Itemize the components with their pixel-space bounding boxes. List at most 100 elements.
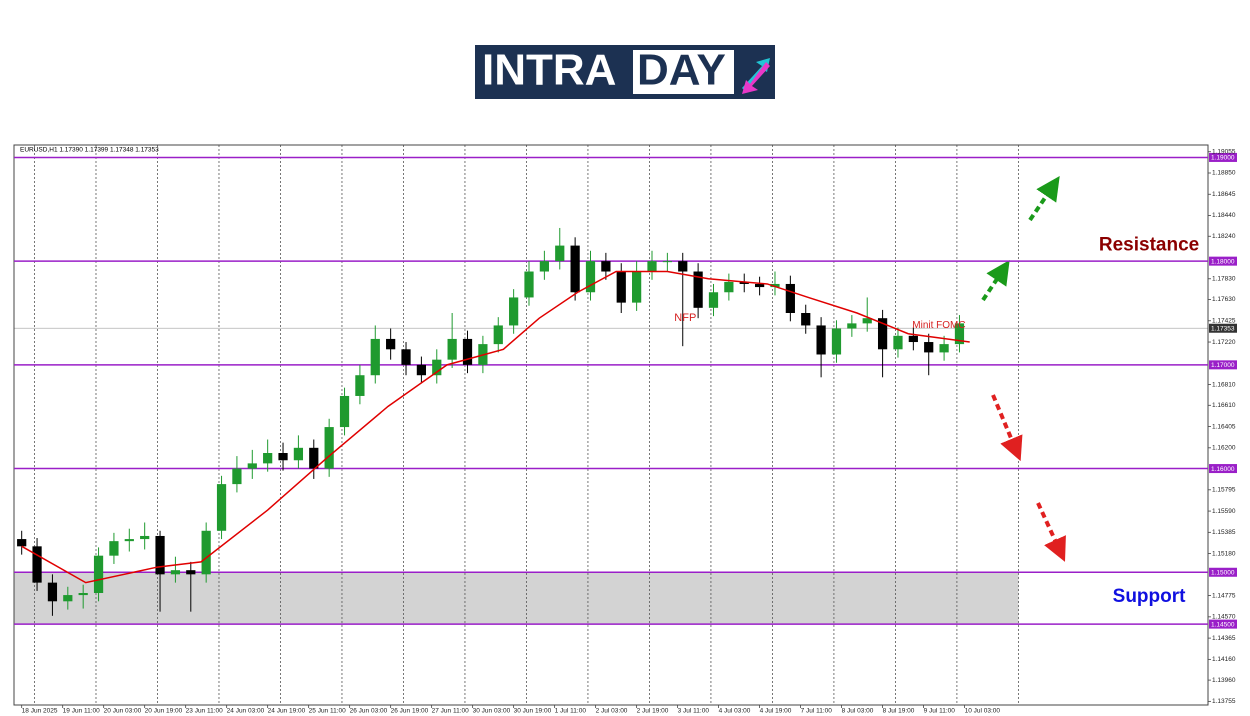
y-tick-label: 1.14365 xyxy=(1212,635,1236,642)
candle-body xyxy=(585,261,596,293)
level-label: 1.14500 xyxy=(1211,621,1235,628)
y-tick-label: 1.18440 xyxy=(1212,212,1236,219)
candle-body xyxy=(509,297,519,326)
candle-body xyxy=(201,530,211,575)
candle-body xyxy=(770,283,780,288)
level-label-box xyxy=(1209,256,1237,266)
candle-body xyxy=(216,484,227,531)
y-tick-label: 1.17425 xyxy=(1212,317,1236,324)
candle-body xyxy=(708,292,719,308)
logo-text: DAY xyxy=(637,46,726,95)
level-label: 1.15000 xyxy=(1211,569,1235,576)
x-tick-label: 25 Jun 11:00 xyxy=(309,708,346,715)
level-label: 1.16000 xyxy=(1211,466,1235,473)
candle-body xyxy=(831,328,842,355)
annotation: NFP xyxy=(674,312,696,324)
x-tick-label: 4 Jul 03:00 xyxy=(719,708,751,715)
level-label-box xyxy=(1209,619,1237,629)
level-label-box xyxy=(1209,360,1237,370)
candle-body xyxy=(877,318,888,350)
forecast-arrows xyxy=(981,176,1066,562)
candle-body xyxy=(785,283,795,313)
y-tick-label: 1.14160 xyxy=(1212,656,1236,663)
candle-body xyxy=(432,359,442,376)
up-arrow xyxy=(981,260,1010,302)
candle-body xyxy=(893,335,903,350)
candle-body xyxy=(370,338,380,376)
candle-body xyxy=(647,261,657,272)
candle-body xyxy=(278,453,288,461)
candle-body xyxy=(862,318,872,324)
y-tick-label: 1.18645 xyxy=(1212,191,1236,198)
x-tick-label: 8 Jul 03:00 xyxy=(842,708,874,715)
plot-frame xyxy=(13,144,1209,706)
level-label-box xyxy=(1209,152,1237,162)
level-label-box xyxy=(1209,464,1237,474)
candle-body xyxy=(32,546,42,583)
x-tick-label: 19 Jun 11:00 xyxy=(63,708,100,715)
level-label: 1.19000 xyxy=(1211,155,1235,162)
candle-body xyxy=(601,261,611,272)
candle-body xyxy=(401,349,411,365)
candle-body xyxy=(493,325,503,345)
x-tick-label: 18 Jun 2025 xyxy=(22,708,58,715)
candle-body xyxy=(801,313,811,326)
candle-body xyxy=(555,245,565,262)
y-tick-label: 1.16405 xyxy=(1212,423,1236,430)
logo-box xyxy=(633,50,734,94)
y-tick-label: 1.18850 xyxy=(1212,170,1236,177)
candle-body xyxy=(908,335,918,343)
candle-body xyxy=(109,541,119,556)
y-tick-label: 1.14570 xyxy=(1212,614,1236,621)
candle-body xyxy=(17,539,27,547)
candle-body xyxy=(263,453,273,464)
candle-body xyxy=(754,283,765,288)
candle-body xyxy=(47,582,58,602)
y-tick-label: 1.17220 xyxy=(1212,339,1236,346)
x-tick-label: 4 Jul 19:00 xyxy=(760,708,792,715)
last-price-label: 1.17353 xyxy=(1211,325,1235,332)
y-tick-label: 1.17830 xyxy=(1212,275,1236,282)
x-tick-label: 2 Jul 03:00 xyxy=(596,708,628,715)
candle-body xyxy=(293,447,304,461)
last-price-box xyxy=(1209,323,1237,333)
x-tick-label: 30 Jun 19:00 xyxy=(514,708,552,715)
candle-body xyxy=(616,271,626,303)
candle-body xyxy=(739,281,749,284)
support-zone xyxy=(14,572,1019,625)
candle-body xyxy=(524,271,534,298)
level-label: 1.17000 xyxy=(1211,362,1235,369)
annotation: Resistance xyxy=(1099,235,1199,256)
candle-body xyxy=(186,570,196,575)
candle-body xyxy=(724,281,734,293)
candle-body xyxy=(416,364,427,376)
level-label-box xyxy=(1209,567,1237,577)
x-tick-label: 2 Jul 19:00 xyxy=(637,708,669,715)
x-tick-label: 26 Jun 19:00 xyxy=(391,708,429,715)
x-tick-label: 1 Jul 11:00 xyxy=(555,708,587,715)
y-tick-label: 1.16200 xyxy=(1212,445,1236,452)
up-arrow xyxy=(1028,176,1060,222)
candle-body xyxy=(693,271,703,308)
candle-body xyxy=(939,344,949,353)
candle-body xyxy=(324,427,334,469)
y-tick-label: 1.19055 xyxy=(1212,148,1236,155)
y-tick-label: 1.14775 xyxy=(1212,592,1236,599)
candle-body xyxy=(63,595,73,602)
x-tick-label: 27 Jun 11:00 xyxy=(432,708,469,715)
x-tick-label: 20 Jun 19:00 xyxy=(145,708,183,715)
candle-body xyxy=(170,570,181,575)
candle-body xyxy=(632,271,642,303)
x-tick-label: 23 Jun 11:00 xyxy=(186,708,223,715)
y-tick-label: 1.13960 xyxy=(1212,677,1236,684)
candle-body xyxy=(462,338,473,365)
candle-body xyxy=(124,539,134,542)
candle-body xyxy=(816,325,826,355)
x-tick-label: 26 Jun 03:00 xyxy=(350,708,388,715)
candle-body xyxy=(447,338,457,360)
moving-average xyxy=(21,270,970,584)
y-tick-label: 1.15385 xyxy=(1212,529,1236,536)
candle-body xyxy=(155,535,165,575)
y-tick-label: 1.15795 xyxy=(1212,487,1236,494)
down-arrow xyxy=(1036,502,1066,562)
